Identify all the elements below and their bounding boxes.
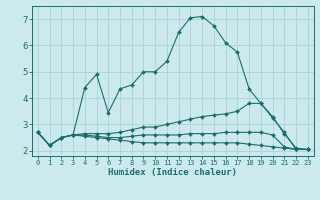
X-axis label: Humidex (Indice chaleur): Humidex (Indice chaleur) bbox=[108, 168, 237, 177]
